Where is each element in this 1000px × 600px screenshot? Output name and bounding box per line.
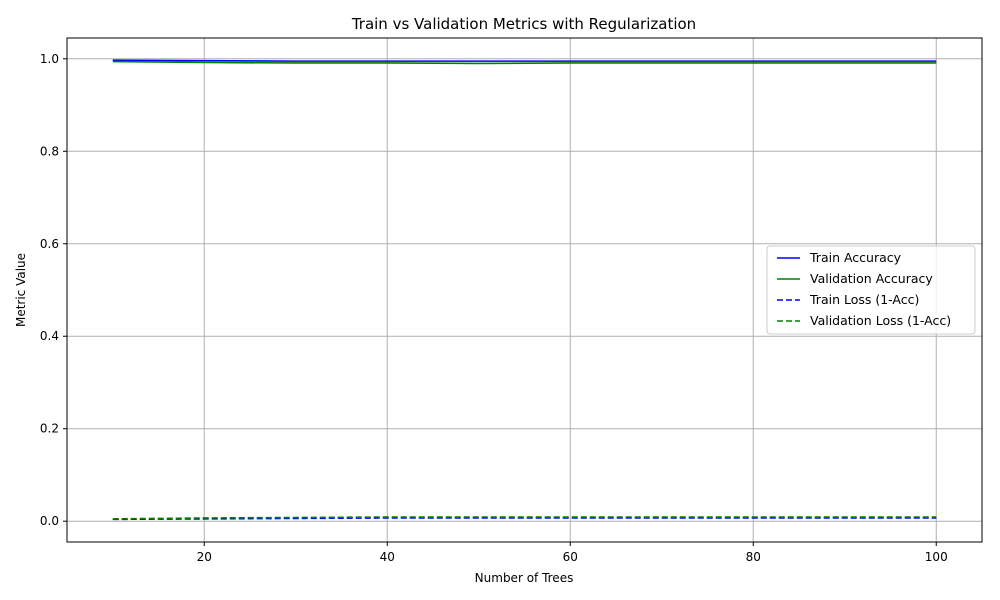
series-lines <box>112 59 937 521</box>
plot-frame <box>66 37 983 543</box>
legend-label: Train Loss (1-Acc) <box>809 292 919 307</box>
legend-label: Validation Accuracy <box>810 271 933 286</box>
y-axis-label: Metric Value <box>14 253 28 327</box>
x-axis-label: Number of Trees <box>475 571 574 585</box>
y-tick-label: 1.0 <box>40 52 59 66</box>
chart-title: Train vs Validation Metrics with Regular… <box>351 15 696 33</box>
legend: Train Accuracy Validation Accuracy Train L… <box>766 245 976 335</box>
y-tick-label: 0.6 <box>40 237 59 251</box>
series-line-2 <box>112 60 937 65</box>
legend-label: Validation Loss (1-Acc) <box>810 313 951 328</box>
series-line-1 <box>112 59 937 62</box>
x-tick-label: 20 <box>197 550 212 564</box>
legend-label: Train Accuracy <box>809 250 902 265</box>
y-tick-label: 0.4 <box>40 329 59 343</box>
x-tick-label: 80 <box>746 550 761 564</box>
y-tick-label: 0.8 <box>40 144 59 158</box>
x-tick-label: 60 <box>563 550 578 564</box>
series-line-3 <box>112 517 937 521</box>
y-tick-label: 0.2 <box>40 422 59 436</box>
x-tick-label: 100 <box>925 550 948 564</box>
y-tick-label: 0.0 <box>40 514 59 528</box>
legend-box <box>766 245 976 335</box>
series-line-4 <box>112 516 937 520</box>
x-tick-label: 40 <box>380 550 395 564</box>
axis-ticks: 20 40 60 80 100 0.0 0.2 0.4 0.6 0.8 1.0 <box>40 52 948 564</box>
